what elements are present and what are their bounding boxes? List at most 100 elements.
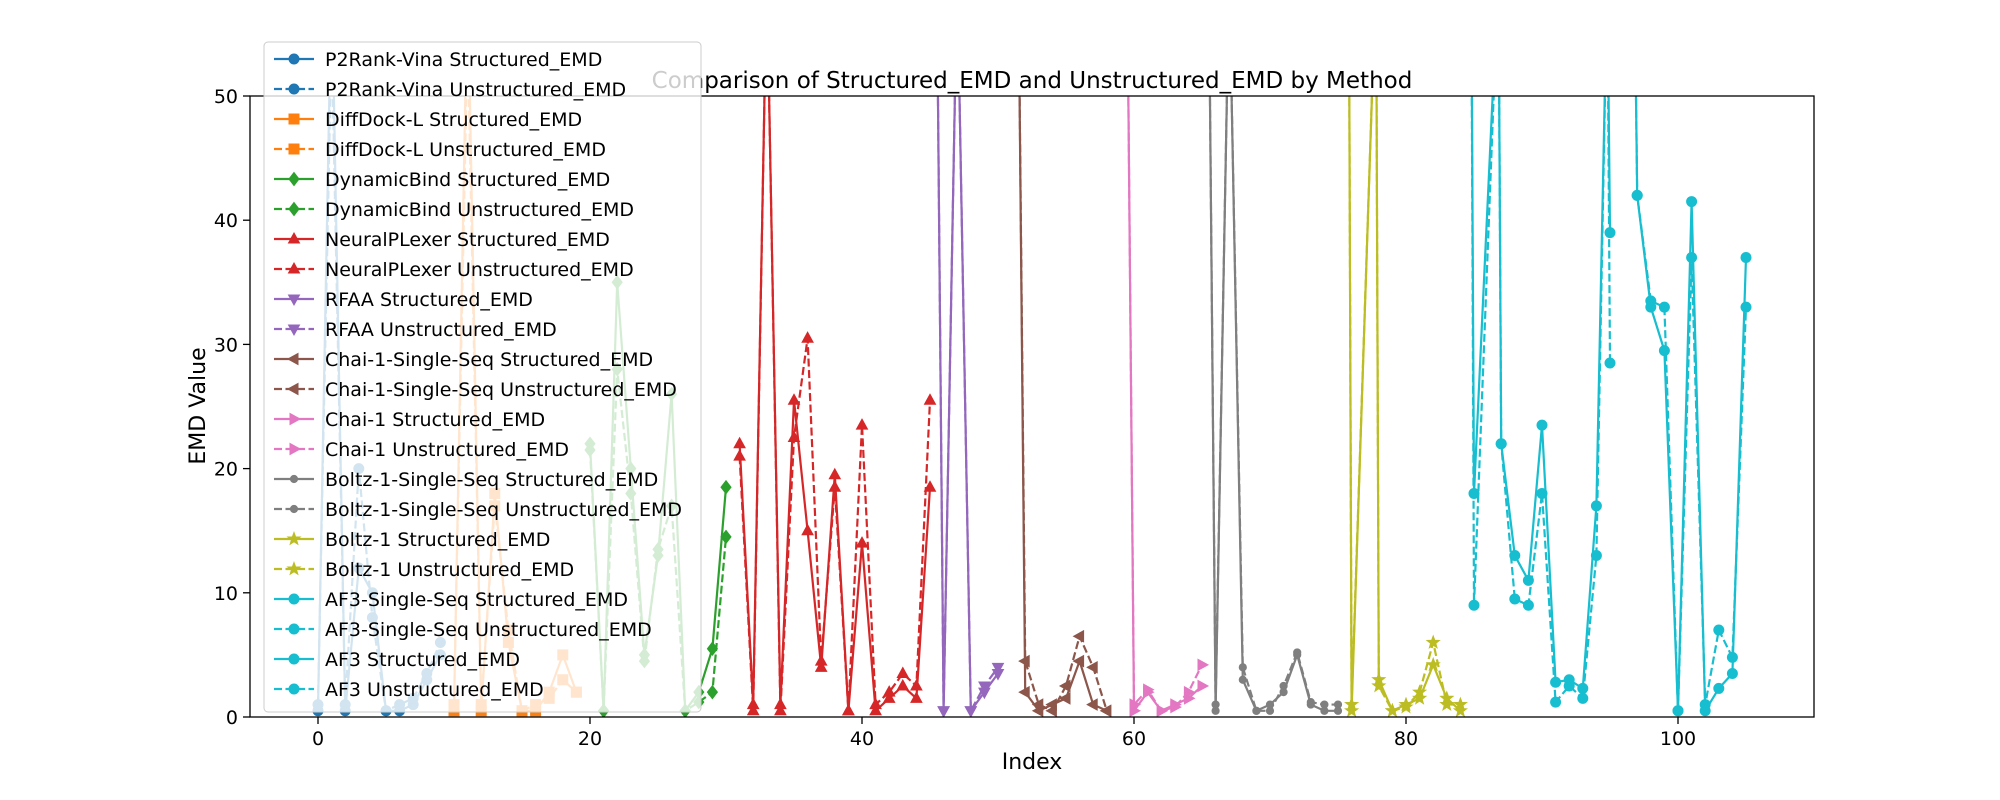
- data-point: [1672, 705, 1684, 717]
- data-point: [1344, 702, 1360, 717]
- data-point: [706, 684, 719, 700]
- legend-marker: [288, 113, 300, 125]
- data-point: [1412, 684, 1428, 699]
- data-point: [1086, 660, 1098, 674]
- data-point: [1740, 251, 1752, 263]
- data-point: [1156, 704, 1169, 717]
- data-point: [1252, 706, 1261, 715]
- legend-marker: [287, 261, 301, 274]
- data-point: [896, 678, 910, 691]
- legend-item: Boltz-1 Unstructured_EMD: [274, 559, 574, 581]
- legend-marker: [288, 201, 300, 217]
- legend-marker: [288, 83, 300, 95]
- data-point: [923, 393, 937, 405]
- x-tick-label: 40: [850, 728, 874, 750]
- legend-item: DynamicBind Unstructured_EMD: [274, 199, 634, 221]
- data-point: [1713, 682, 1725, 694]
- data-point: [746, 703, 760, 716]
- data-point: [1211, 700, 1220, 709]
- legend-marker: [289, 442, 302, 456]
- legend-marker: [287, 231, 301, 244]
- data-point: [828, 480, 842, 492]
- legend-label: DiffDock-L Structured_EMD: [325, 109, 582, 131]
- y-tick-label: 40: [214, 210, 238, 232]
- legend-marker: [288, 171, 300, 187]
- data-point: [1018, 685, 1030, 699]
- data-point: [869, 697, 882, 710]
- legend-marker: [286, 352, 299, 366]
- data-point: [720, 529, 732, 545]
- legend-marker: [286, 561, 302, 576]
- x-tick-label: 60: [1122, 728, 1146, 750]
- data-point: [1279, 681, 1288, 691]
- data-point: [1045, 704, 1057, 717]
- legend-marker: [288, 683, 300, 695]
- legend-marker: [286, 531, 302, 546]
- plot-area-frame: [249, 95, 1815, 718]
- legend-item: Chai-1 Unstructured_EMD: [274, 439, 569, 461]
- data-point: [1631, 189, 1643, 201]
- legend-marker: [288, 143, 300, 155]
- x-tick-label: 80: [1394, 728, 1418, 750]
- data-point: [1726, 651, 1738, 663]
- data-point: [882, 691, 896, 703]
- series-9: [936, 96, 1005, 717]
- series-line: [1634, 96, 1748, 711]
- y-tick-label: 10: [214, 583, 238, 605]
- chart-title: Comparison of Structured_EMD and Unstruc…: [652, 68, 1413, 94]
- legend-marker: [287, 294, 301, 307]
- data-point: [1398, 699, 1414, 714]
- data-point: [1031, 698, 1044, 711]
- y-tick-label: 20: [214, 459, 238, 481]
- data-point: [828, 467, 842, 480]
- legend-item: AF3 Structured_EMD: [274, 649, 520, 671]
- data-point: [1238, 675, 1247, 684]
- series-11: [1018, 96, 1112, 717]
- data-point: [1740, 301, 1752, 313]
- data-point: [1058, 679, 1071, 693]
- data-point: [1086, 698, 1098, 711]
- data-point: [923, 480, 937, 492]
- data-point: [1439, 696, 1455, 712]
- series-15: [1208, 96, 1343, 715]
- y-axis-title: EMD Value: [186, 347, 211, 464]
- data-point: [1129, 698, 1142, 711]
- data-point: [814, 654, 828, 666]
- data-point: [1645, 295, 1657, 307]
- data-point: [1713, 624, 1725, 636]
- legend-label: DynamicBind Unstructured_EMD: [325, 199, 634, 221]
- x-tick-label: 20: [578, 728, 602, 750]
- data-point: [1018, 654, 1030, 668]
- data-point: [1495, 438, 1507, 450]
- data-point: [1072, 654, 1085, 668]
- data-point: [1058, 692, 1071, 705]
- legend-marker: [288, 593, 300, 605]
- data-point: [1183, 685, 1196, 699]
- legend-item: Chai-1-Single-Seq Unstructured_EMD: [274, 379, 677, 401]
- series-19: [1468, 96, 1616, 708]
- series-7: [733, 96, 937, 716]
- y-tick-label: 30: [214, 334, 238, 356]
- data-point: [1197, 679, 1210, 693]
- legend-label: Boltz-1 Unstructured_EMD: [325, 559, 574, 581]
- data-point: [1536, 419, 1548, 431]
- legend-marker: [289, 504, 299, 514]
- legend-item: AF3-Single-Seq Structured_EMD: [274, 589, 628, 611]
- series-17: [1344, 96, 1468, 717]
- y-axis: 0 10 20 30 40 50: [214, 86, 250, 729]
- data-point: [1726, 668, 1738, 680]
- data-point: [1536, 487, 1548, 499]
- series-13: [1127, 96, 1210, 717]
- data-point: [1333, 700, 1343, 709]
- x-axis-title: Index: [1002, 750, 1063, 775]
- legend-label: AF3 Structured_EMD: [325, 649, 520, 671]
- legend-marker: [288, 653, 300, 665]
- legend-label: Chai-1-Single-Seq Unstructured_EMD: [325, 379, 677, 401]
- data-point: [814, 660, 828, 672]
- legend-label: Boltz-1-Single-Seq Unstructured_EMD: [325, 499, 682, 521]
- data-point: [1099, 704, 1112, 717]
- data-point: [787, 393, 801, 405]
- data-point: [978, 681, 991, 693]
- data-point: [1072, 629, 1085, 643]
